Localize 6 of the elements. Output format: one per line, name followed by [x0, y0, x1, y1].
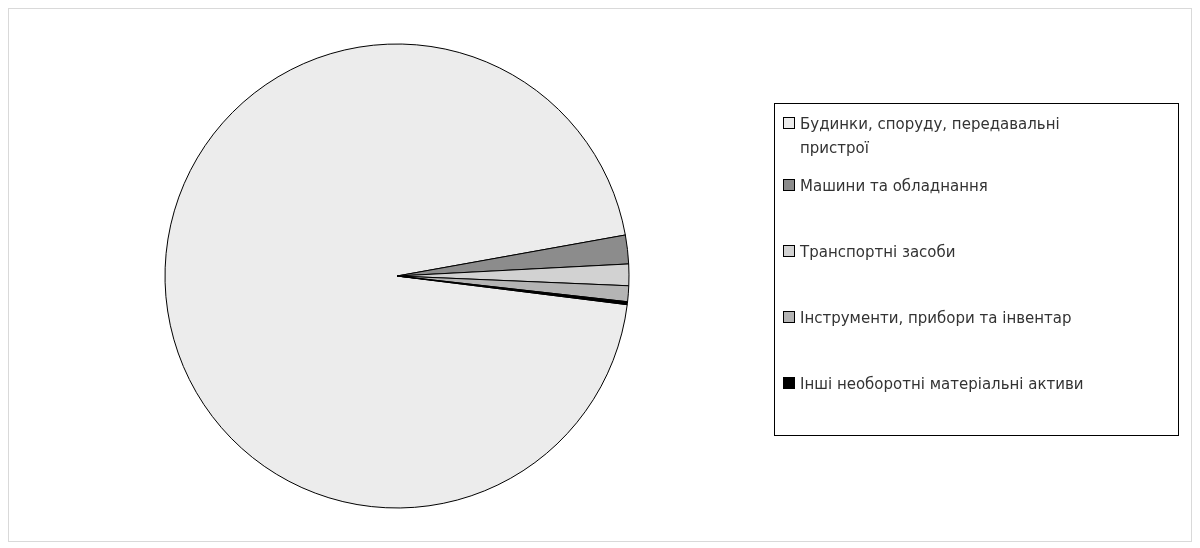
legend-label: Будинки, споруду, передавальні пристрої	[800, 114, 1061, 159]
legend-label: Транспортні засоби	[800, 242, 956, 263]
pie-slice	[164, 43, 628, 509]
legend-label: Машини та обладнання	[800, 176, 988, 197]
legend-label: Інші необоротні матеріальні активи	[800, 374, 1084, 395]
legend-label: Інструменти, прибори та інвентар	[800, 308, 1072, 329]
